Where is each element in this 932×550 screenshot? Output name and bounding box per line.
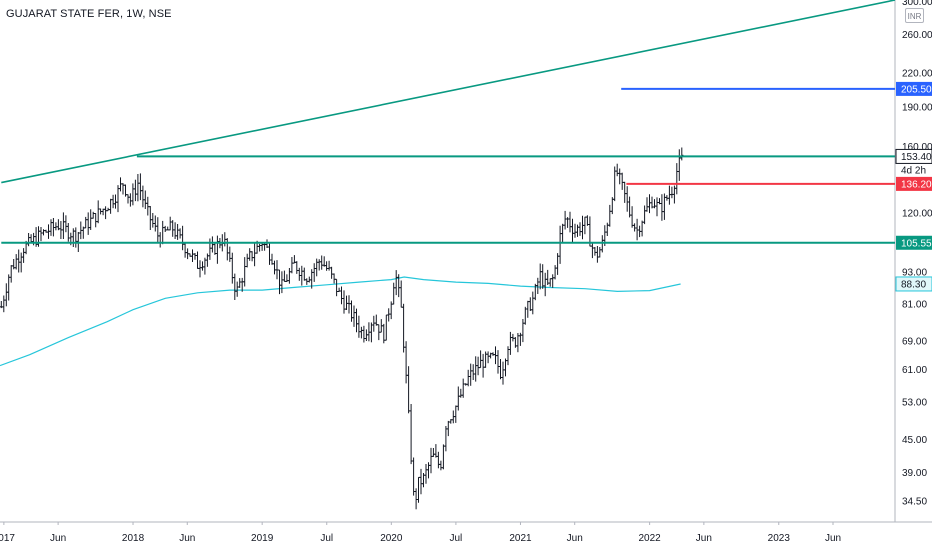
x-tick-label: 2017: [0, 533, 15, 544]
price-badge-label: 205.50: [901, 84, 932, 95]
x-tick-label: 2019: [251, 533, 274, 544]
price-badge-label: 105.55: [901, 238, 932, 249]
x-tick-label: 2021: [509, 533, 532, 544]
price-badge: 88.30: [895, 276, 932, 292]
price-badge-label: 88.30: [901, 279, 926, 290]
price-badge-bg: [895, 276, 932, 292]
x-tick-label: 2020: [380, 533, 403, 544]
y-tick-label: 190.00: [902, 103, 932, 114]
x-tick-label: Jun: [567, 533, 583, 544]
price-badge: 205.50: [896, 81, 932, 96]
trendline[interactable]: [1, 0, 896, 184]
x-tick-label: 2022: [638, 533, 661, 544]
y-tick-label: 61.00: [902, 365, 927, 376]
x-tick-label: Jun: [179, 533, 195, 544]
price-badge-bg: [895, 148, 932, 164]
y-tick-label: 220.00: [902, 69, 932, 80]
drawings-layer: [1, 0, 896, 244]
price-badge-bg: [896, 235, 932, 250]
y-tick-label: 53.00: [902, 397, 927, 408]
y-tick-label: 260.00: [902, 30, 932, 41]
x-tick-label: Jul: [320, 533, 333, 544]
price-badge-label: 153.40: [901, 152, 932, 163]
y-tick-label: 45.00: [902, 435, 927, 446]
y-tick-label: 93.00: [902, 267, 927, 278]
x-tick-label: Jun: [50, 533, 66, 544]
moving-average-layer: [0, 276, 681, 367]
moving-average-line: [0, 276, 681, 367]
price-labels-layer: 153.40 4d 2h 136.20 205.50 105.55 88.30: [895, 81, 932, 292]
y-tick-label: 69.00: [902, 336, 927, 347]
x-tick-label: Jun: [696, 533, 712, 544]
price-badge-bg: [896, 81, 932, 96]
y-tick-label: 81.00: [902, 299, 927, 310]
price-badge: 105.55: [896, 235, 932, 250]
y-tick-label: 300.00: [902, 0, 932, 8]
chart-title: GUJARAT STATE FER, 1W, NSE: [6, 8, 172, 20]
currency-button[interactable]: INR: [905, 8, 924, 23]
price-badge: 136.20: [896, 176, 932, 191]
y-tick-label: 120.00: [902, 209, 932, 220]
x-tick-label: 2018: [122, 533, 145, 544]
price-badge-bg: [896, 176, 932, 191]
x-tick-label: Jul: [449, 533, 462, 544]
candle-countdown: 4d 2h: [901, 165, 926, 176]
candles-layer: [0, 147, 684, 510]
x-tick-label: Jun: [825, 533, 841, 544]
price-badge: 153.40 4d 2h: [895, 148, 932, 176]
price-badge-label: 136.20: [901, 179, 932, 190]
y-tick-label: 39.00: [902, 468, 927, 479]
y-tick-label: 34.50: [902, 496, 927, 507]
x-tick-label: 2023: [768, 533, 791, 544]
y-tick-label: 160.00: [902, 142, 932, 153]
